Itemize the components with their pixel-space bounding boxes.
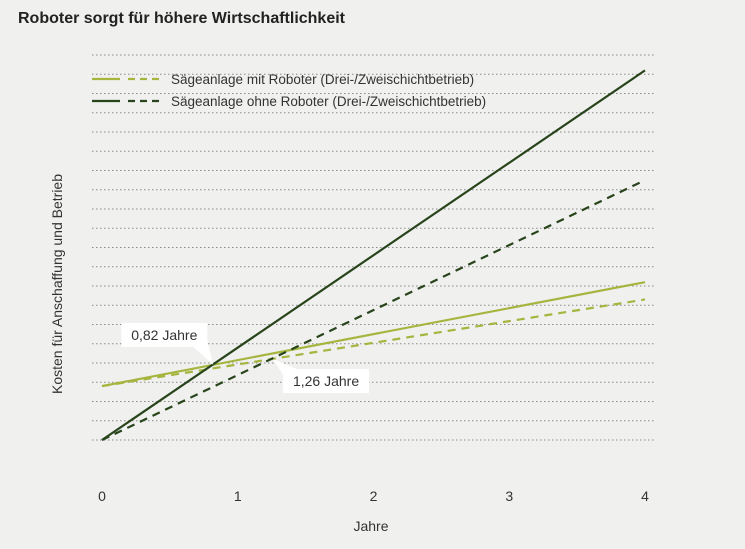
annotation-label: 1,26 Jahre: [293, 373, 359, 389]
legend-label: Sägeanlage mit Roboter (Drei-/Zweischich…: [171, 72, 474, 87]
annotations: 0,82 Jahre 1,26 Jahre: [121, 322, 370, 394]
x-tick-label: 2: [370, 488, 378, 504]
legend: Sägeanlage mit Roboter (Drei-/Zweischich…: [92, 72, 486, 109]
x-axis-ticks: 0 1 2 3 4: [98, 488, 649, 504]
series-lines: [101, 69, 646, 441]
x-tick-label: 3: [505, 488, 513, 504]
annotation-label: 0,82 Jahre: [131, 327, 197, 343]
series-line-mit-roboter-dashed: [101, 298, 646, 388]
annotation-callout: 1,26 Jahre: [273, 359, 370, 394]
x-tick-label: 4: [641, 488, 649, 504]
y-axis-label: Kosten für Anschaffung und Betrieb: [49, 174, 65, 394]
series-line-ohne-roboter-dashed: [101, 179, 646, 441]
series-line-mit-roboter-solid: [101, 281, 646, 388]
chart-title: Roboter sorgt für höhere Wirtschaftlichk…: [18, 10, 345, 27]
annotation-callout: 0,82 Jahre: [121, 322, 214, 365]
annotation-box: [121, 322, 208, 347]
annotation-box: [283, 369, 370, 394]
legend-label: Sägeanlage ohne Roboter (Drei-/Zweischic…: [171, 94, 486, 109]
series-line-ohne-roboter-solid: [101, 69, 646, 441]
x-axis-label: Jahre: [353, 518, 388, 534]
x-tick-label: 0: [98, 488, 106, 504]
gridlines: [92, 54, 655, 441]
x-tick-label: 1: [234, 488, 242, 504]
